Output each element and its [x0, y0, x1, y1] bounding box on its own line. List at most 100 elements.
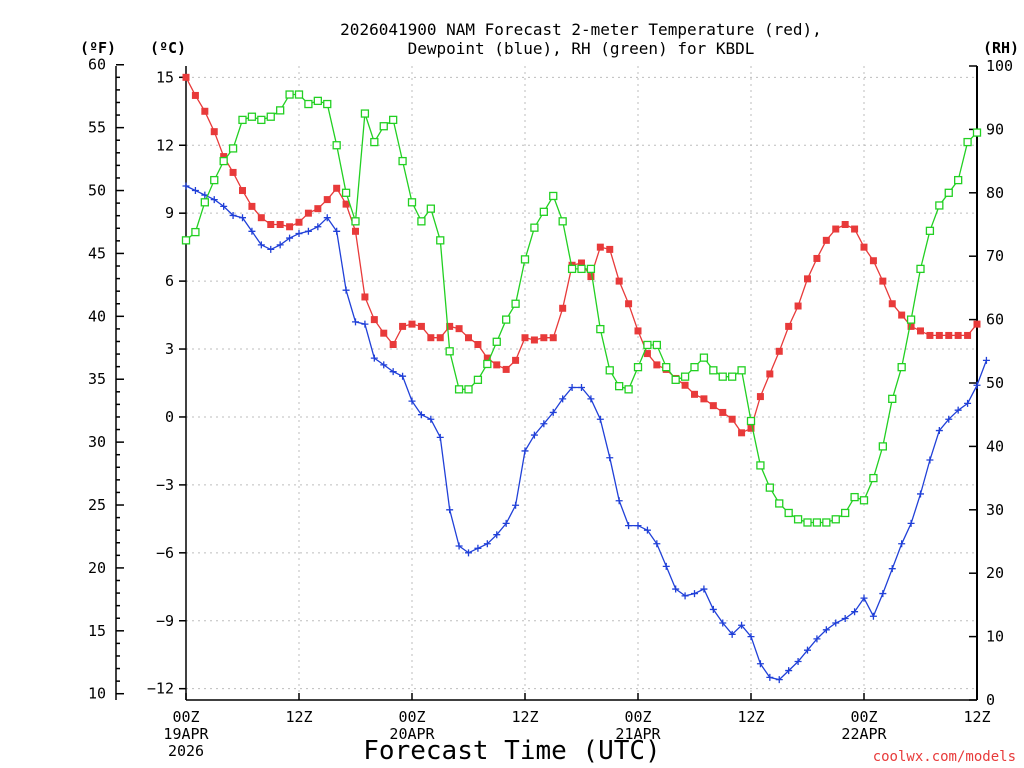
- rh-point: [247, 112, 257, 121]
- dewpoint-line: [185, 185, 988, 681]
- celsius-tick-label: 0: [165, 408, 174, 426]
- rh-tick-label: 30: [986, 501, 1004, 519]
- temperature-point: [794, 302, 802, 310]
- x-tick-label: 21APR: [615, 725, 661, 743]
- rh-point: [944, 188, 953, 197]
- dewpoint-point: [756, 660, 764, 668]
- rh-tick-label: 80: [986, 184, 1004, 202]
- rh-point: [389, 115, 398, 125]
- temperature-point: [879, 277, 887, 285]
- tick-labels: 15129630−3−6−9−1260555045403530252015101…: [88, 56, 1013, 760]
- temperature-point: [766, 370, 774, 378]
- temperature-series: [182, 73, 981, 437]
- temperature-point: [465, 334, 472, 342]
- dewpoint-point: [841, 614, 849, 622]
- dewpoint-point: [408, 397, 416, 405]
- dewpoint-point: [700, 585, 708, 593]
- dewpoint-point: [775, 676, 783, 684]
- temperature-point: [446, 322, 454, 330]
- temperature-point: [370, 316, 378, 324]
- temperature-point: [719, 408, 727, 416]
- temperature-point: [785, 322, 793, 330]
- rh-point: [219, 156, 228, 166]
- temperature-point: [530, 336, 538, 344]
- x-tick-label: 00Z: [398, 708, 425, 726]
- dewpoint-point: [860, 594, 868, 602]
- rh-point: [426, 204, 435, 213]
- x-tick-label: 00Z: [624, 708, 651, 726]
- x-tick-label: 12Z: [285, 708, 312, 726]
- dewpoint-point: [182, 182, 190, 190]
- temperature-point: [954, 331, 962, 339]
- rh-point: [888, 394, 897, 404]
- dewpoint-point: [267, 245, 275, 253]
- dewpoint-point: [229, 211, 237, 219]
- rh-point: [567, 264, 577, 274]
- temperature-point: [333, 184, 341, 192]
- fahrenheit-unit-label: (ºF): [80, 39, 116, 57]
- dewpoint-point: [945, 415, 953, 423]
- temperature-point: [455, 325, 463, 333]
- temperature-point: [747, 424, 755, 432]
- temperature-point: [964, 331, 972, 339]
- fahrenheit-tick-label: 60: [88, 56, 106, 74]
- dewpoint-point: [455, 542, 463, 550]
- rh-point: [351, 217, 360, 226]
- rh-point: [615, 382, 624, 391]
- axes: [115, 63, 978, 701]
- dewpoint-point: [587, 395, 595, 403]
- temperature-point: [653, 361, 661, 369]
- rh-point: [285, 90, 294, 99]
- dewpoint-point: [681, 592, 689, 600]
- dewpoint-point: [728, 630, 736, 638]
- rh-point: [737, 366, 746, 375]
- dewpoint-point: [615, 497, 623, 505]
- rh-tick-label: 40: [986, 437, 1004, 455]
- rh-point: [445, 347, 454, 356]
- temperature-point: [512, 356, 520, 364]
- rh-point: [662, 362, 671, 372]
- rh-series: [181, 90, 982, 527]
- temperature-point: [709, 402, 717, 410]
- dewpoint-point: [380, 361, 388, 369]
- dewpoint-point: [483, 540, 491, 548]
- rh-unit-label: (RH): [983, 39, 1019, 57]
- temperature-line: [185, 77, 978, 434]
- dewpoint-point: [738, 621, 746, 629]
- temperature-point: [220, 153, 228, 161]
- chart-title-line-1: 2026041900 NAM Forecast 2-meter Temperat…: [340, 20, 822, 39]
- temperature-point: [869, 257, 877, 265]
- dewpoint-point: [446, 506, 454, 514]
- temperature-point: [945, 331, 953, 339]
- temperature-point: [634, 327, 642, 335]
- celsius-tick-label: 6: [165, 272, 174, 290]
- temperature-point: [342, 200, 350, 208]
- rh-point: [784, 508, 793, 518]
- fahrenheit-tick-label: 55: [88, 119, 106, 137]
- rh-point: [332, 141, 341, 150]
- rh-point: [417, 217, 426, 226]
- dewpoint-point: [436, 433, 444, 441]
- temperature-point: [804, 275, 811, 283]
- dewpoint-point: [276, 241, 284, 249]
- rh-point: [709, 366, 718, 375]
- rh-point: [341, 188, 351, 197]
- rh-point: [379, 122, 388, 131]
- rh-tick-label: 0: [986, 691, 995, 709]
- dewpoint-point: [352, 318, 359, 326]
- rh-point: [492, 337, 501, 346]
- temperature-point: [389, 341, 397, 349]
- x-tick-label: 12Z: [963, 708, 990, 726]
- dewpoint-point: [869, 612, 877, 620]
- dewpoint-point: [766, 673, 774, 681]
- dewpoint-point: [596, 415, 604, 423]
- dewpoint-point: [578, 384, 585, 392]
- dewpoint-point: [314, 223, 322, 231]
- temperature-point: [286, 223, 294, 231]
- rh-point: [850, 492, 859, 502]
- dewpoint-point: [257, 241, 265, 249]
- x-tick-label: 22APR: [841, 725, 887, 743]
- dewpoint-point: [521, 447, 529, 455]
- rh-point: [624, 385, 633, 394]
- temperature-point: [775, 347, 783, 355]
